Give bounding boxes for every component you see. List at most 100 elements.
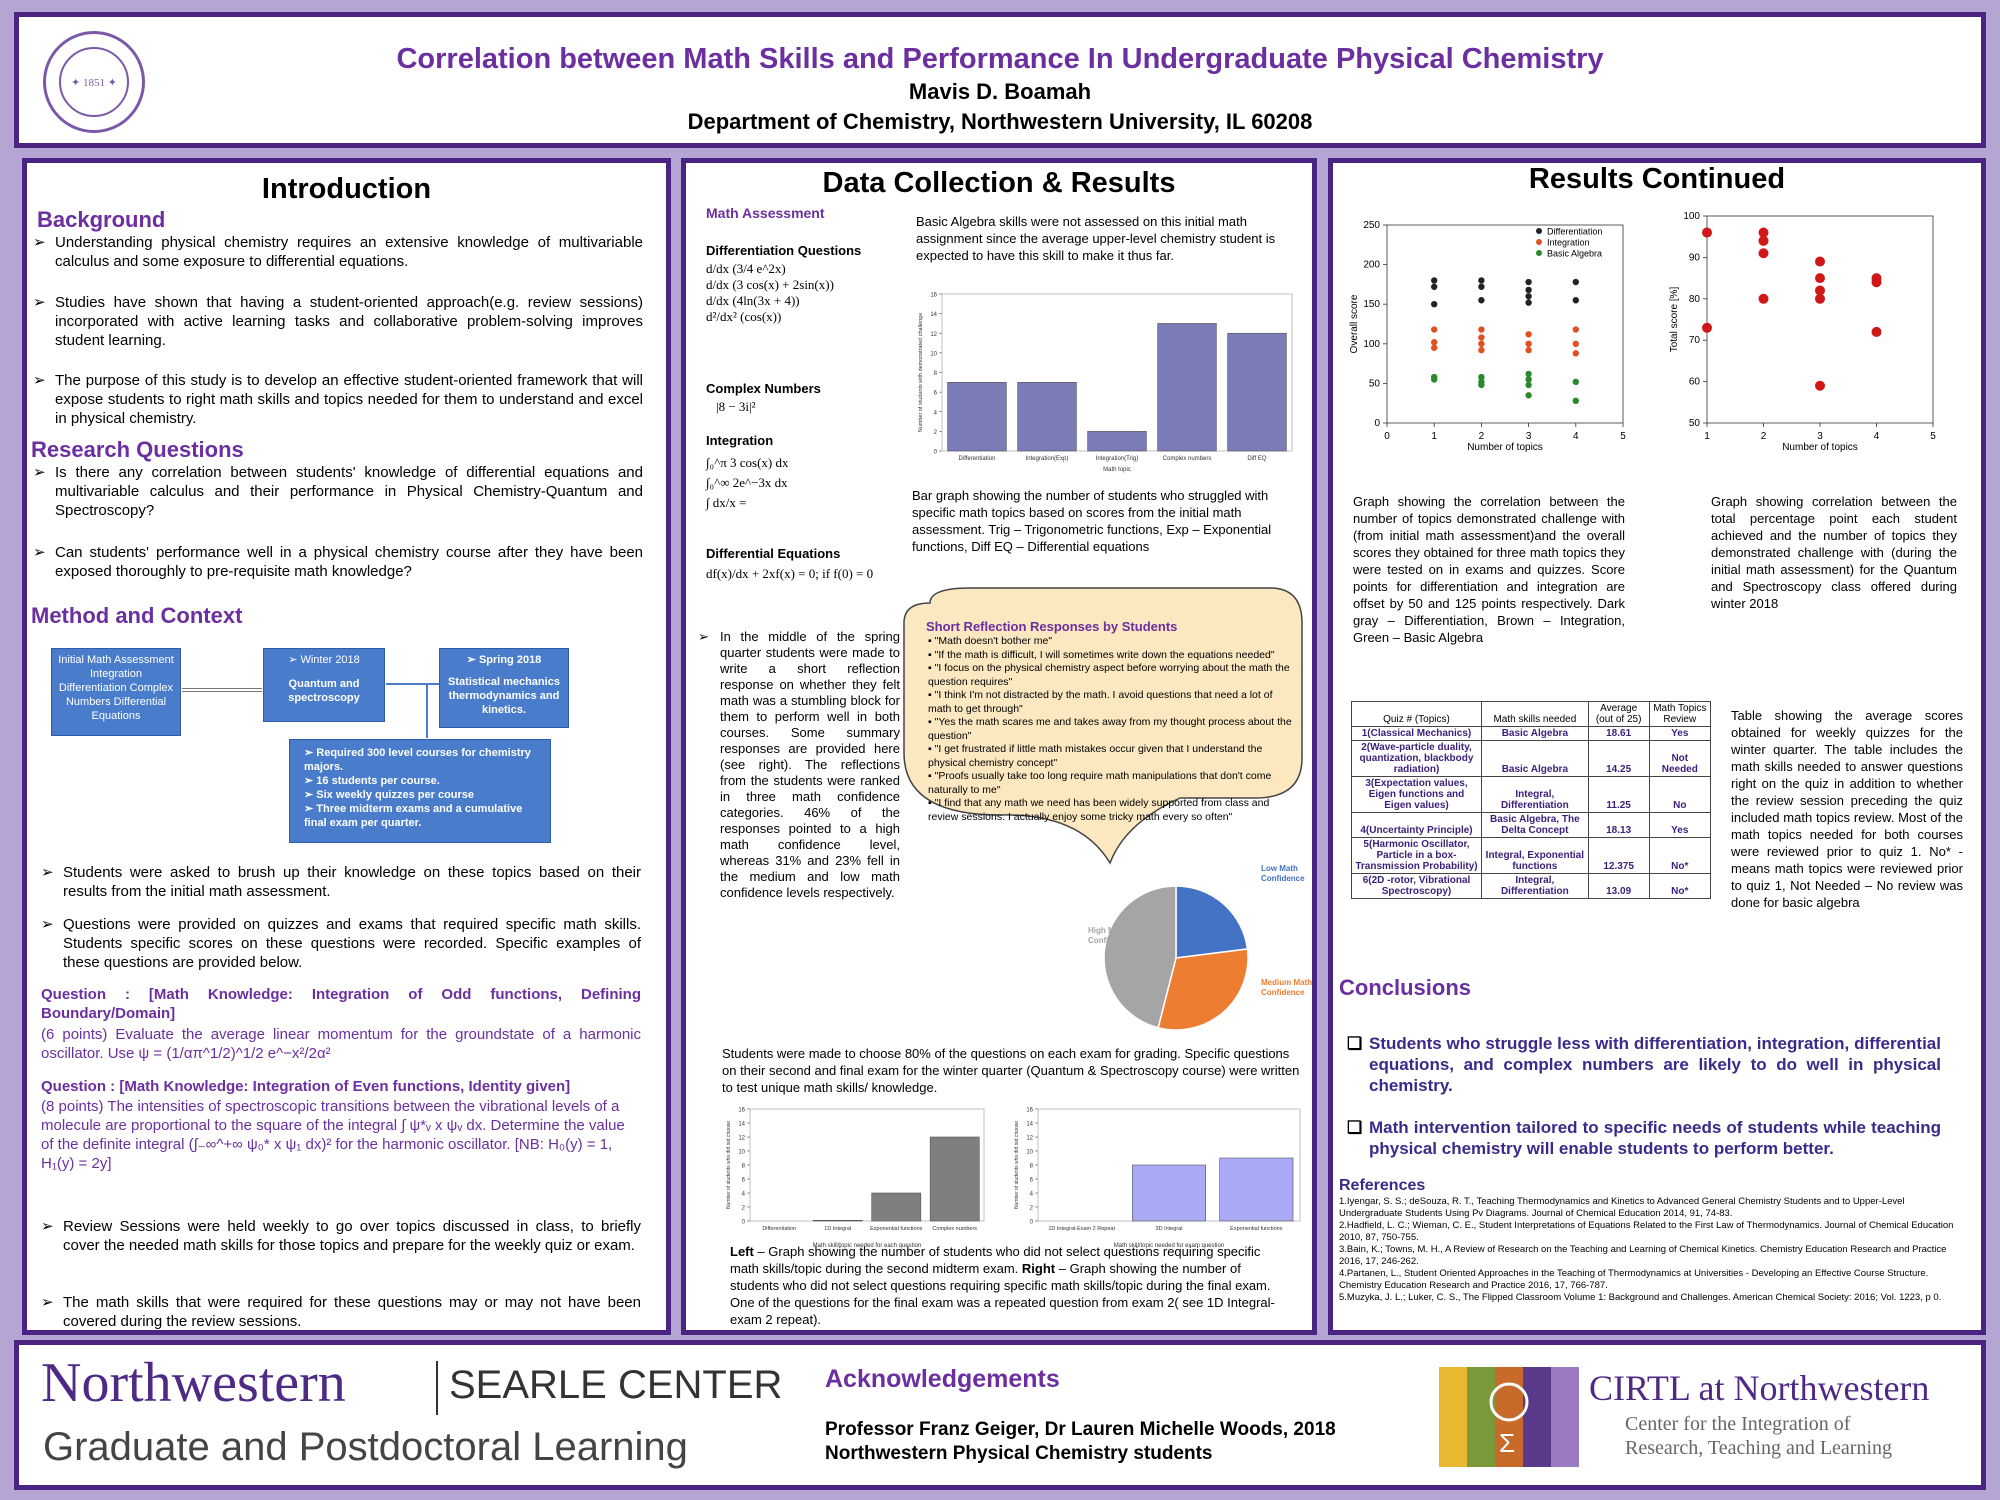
caption-right-text: – Graph showing the number of students w… [730, 1261, 1275, 1327]
y-tick-label: 50 [1689, 418, 1701, 429]
x-axis-label: Number of topics [1467, 442, 1543, 453]
confidence-pie-chart: Low Math Confidence Medium Math Confidence H… [1088, 864, 1312, 1031]
y-tick-label: 2 [934, 430, 938, 436]
table-header: Math skills needed [1481, 701, 1589, 727]
y-tick-label: 6 [1030, 1178, 1034, 1184]
context-text: 16 students per course. [316, 775, 440, 787]
quiz-table: Quiz # (Topics) Math skills needed Avera… [1351, 701, 1712, 899]
diff-question: d/dx (4ln(3x + 4)) [706, 293, 800, 308]
context-item: ➢ Six weekly quizzes per course [304, 789, 475, 801]
university-seal-icon: ✦ 1851 ✦ [43, 31, 145, 133]
research-questions-heading: Research Questions [31, 437, 244, 462]
references-list: 1.Iyengar, S. S.; deSouza, R. T., Teachi… [1339, 1196, 1969, 1304]
legend-label: Basic Algebra [1547, 249, 1602, 259]
data-point [1572, 397, 1579, 405]
legend-label: Differentiation [1547, 227, 1602, 237]
y-tick-label: 0 [742, 1220, 746, 1226]
y-tick-label: 100 [1363, 339, 1380, 350]
x-tick-label: 1 [1431, 431, 1437, 442]
y-tick-label: 6 [934, 391, 938, 397]
x-tick-label: Differentiation [762, 1226, 796, 1232]
x-tick-label: 0 [1384, 431, 1390, 442]
y-tick-label: 80 [1689, 294, 1701, 305]
x-axis-label: Number of topics [1782, 442, 1858, 453]
table-cell: Basic Algebra [1481, 726, 1589, 741]
y-tick-label: 10 [1026, 1150, 1033, 1156]
data-point [1478, 277, 1485, 284]
data-point [1525, 381, 1532, 389]
flow-box-winter: ➢ Winter 2018 Quantum and spectroscopy [263, 648, 385, 722]
acknowledgement-line: Northwestern Physical Chemistry students [825, 1443, 1213, 1464]
cirtl-subtitle: Research, Teaching and Learning [1625, 1437, 1893, 1459]
quote: ▪ "I find that any math we need has been… [928, 797, 1270, 823]
results-heading: Results Continued [1528, 163, 1786, 195]
results-continued-panel: Results Continued 0 50 100 150 200 250 0 1 2 3 4 5 N… [1328, 158, 1986, 1335]
pie-slice [1103, 885, 1177, 1029]
introduction-panel: Introduction Background Understanding ph… [22, 158, 671, 1335]
x-tick-label: 4 [1874, 431, 1880, 442]
quote: ▪ "I get frustrated if little math mista… [928, 743, 1263, 769]
data-point [1525, 340, 1532, 347]
context-item: ➢ Required 300 level courses for chemist… [304, 747, 531, 773]
flow-arrow [182, 688, 262, 692]
table-cell: 1(Classical Mechanics) [1351, 726, 1482, 741]
x-tick-label: 2 [1761, 431, 1767, 442]
data-point [1478, 346, 1485, 354]
table-cell: Integral, Differentiation [1481, 776, 1589, 813]
x-tick-label: 1D Integral-Exam 2 Repeat [1048, 1226, 1115, 1232]
table-cell: 18.13 [1587, 812, 1650, 838]
y-tick-label: 250 [1363, 220, 1380, 231]
y-tick-label: 2 [1030, 1206, 1034, 1212]
x-tick-label: Exponential functions [870, 1226, 923, 1232]
table-header: Math Topics Review [1648, 701, 1712, 727]
speech-bubble-shape [903, 587, 1303, 865]
x-tick-label: 2 [1479, 431, 1485, 442]
y-tick-label: 150 [1363, 299, 1380, 310]
graduate-learning: Graduate and Postdoctoral Learning [43, 1425, 688, 1469]
table-cell: 4(Uncertainty Principle) [1351, 812, 1482, 838]
context-item: ➢ 16 students per course. [304, 775, 440, 787]
reference: 1.Iyengar, S. S.; deSouza, R. T., Teachi… [1339, 1196, 1905, 1219]
y-tick-label: 100 [1683, 211, 1700, 222]
x-tick-label: Integration(Exp) [1026, 456, 1069, 462]
table-cell: Yes [1648, 726, 1712, 741]
legend-marker [1536, 250, 1542, 256]
algebra-note: Basic Algebra skills were not assessed o… [916, 214, 1276, 263]
table-cell: 5(Harmonic Oscillator, Particle in a box… [1351, 837, 1482, 874]
integration-question: ∫₀^∞ 2e^−3x dx [706, 475, 788, 490]
data-point [1431, 344, 1438, 351]
bar [1087, 431, 1147, 452]
flow-box-spring: ➢ Spring 2018 Statistical mechanics ther… [439, 648, 569, 728]
data-point [1478, 340, 1485, 347]
exam-caption: Left – Graph showing the number of stude… [730, 1243, 1290, 1328]
intro-heading: Introduction [261, 173, 432, 205]
y-tick-label: 70 [1689, 335, 1701, 346]
table-row: 2(Wave-particle duality, quantization, b… [1351, 740, 1712, 777]
data-point [1525, 376, 1532, 383]
y-tick-label: 200 [1363, 260, 1380, 271]
quote-text: "I find that any math we need has been w… [928, 797, 1270, 823]
table-cell: 3(Expectation values, Eigen functions an… [1351, 776, 1482, 813]
diff-questions: d/dx (3/4 e^2x) d/dx (3 cos(x) + 2sin(x)… [706, 261, 896, 325]
legend-marker [1536, 228, 1542, 234]
table-header: Average (out of 25) [1587, 701, 1650, 727]
data-point [1572, 278, 1579, 286]
reference: 4.Partanen, L., Student Oriented Approac… [1339, 1268, 1929, 1291]
y-tick-label: 2 [742, 1206, 746, 1212]
quote: ▪ "Proofs usually take too long require … [928, 770, 1272, 796]
integration-question: ∫ dx/x = [706, 495, 747, 510]
data-point [1525, 370, 1532, 378]
y-axis-label: Number of students with demonstrated cha… [918, 313, 924, 433]
conclusions-heading: Conclusions [1339, 975, 1472, 1000]
table-row: 6(2D -rotor, Vibrational Spectroscopy) In… [1351, 873, 1712, 899]
y-tick-label: 8 [742, 1164, 746, 1170]
table-header: Quiz # (Topics) [1351, 701, 1482, 727]
poster-title: Correlation between Math Skills and Perf… [396, 43, 1604, 75]
data-point [1758, 227, 1769, 238]
x-tick-label: Complex numbers [1163, 456, 1212, 462]
department: Department of Chemistry, Northwestern Un… [687, 109, 1313, 134]
x-tick-label: 5 [1620, 431, 1626, 442]
poster-footer: Northwestern SEARLE CENTER Graduate and … [14, 1340, 1986, 1490]
context-text: Three midterm exams and a cumulative fin… [304, 803, 523, 829]
table-cell: 6(2D -rotor, Vibrational Spectroscopy) [1351, 873, 1482, 899]
